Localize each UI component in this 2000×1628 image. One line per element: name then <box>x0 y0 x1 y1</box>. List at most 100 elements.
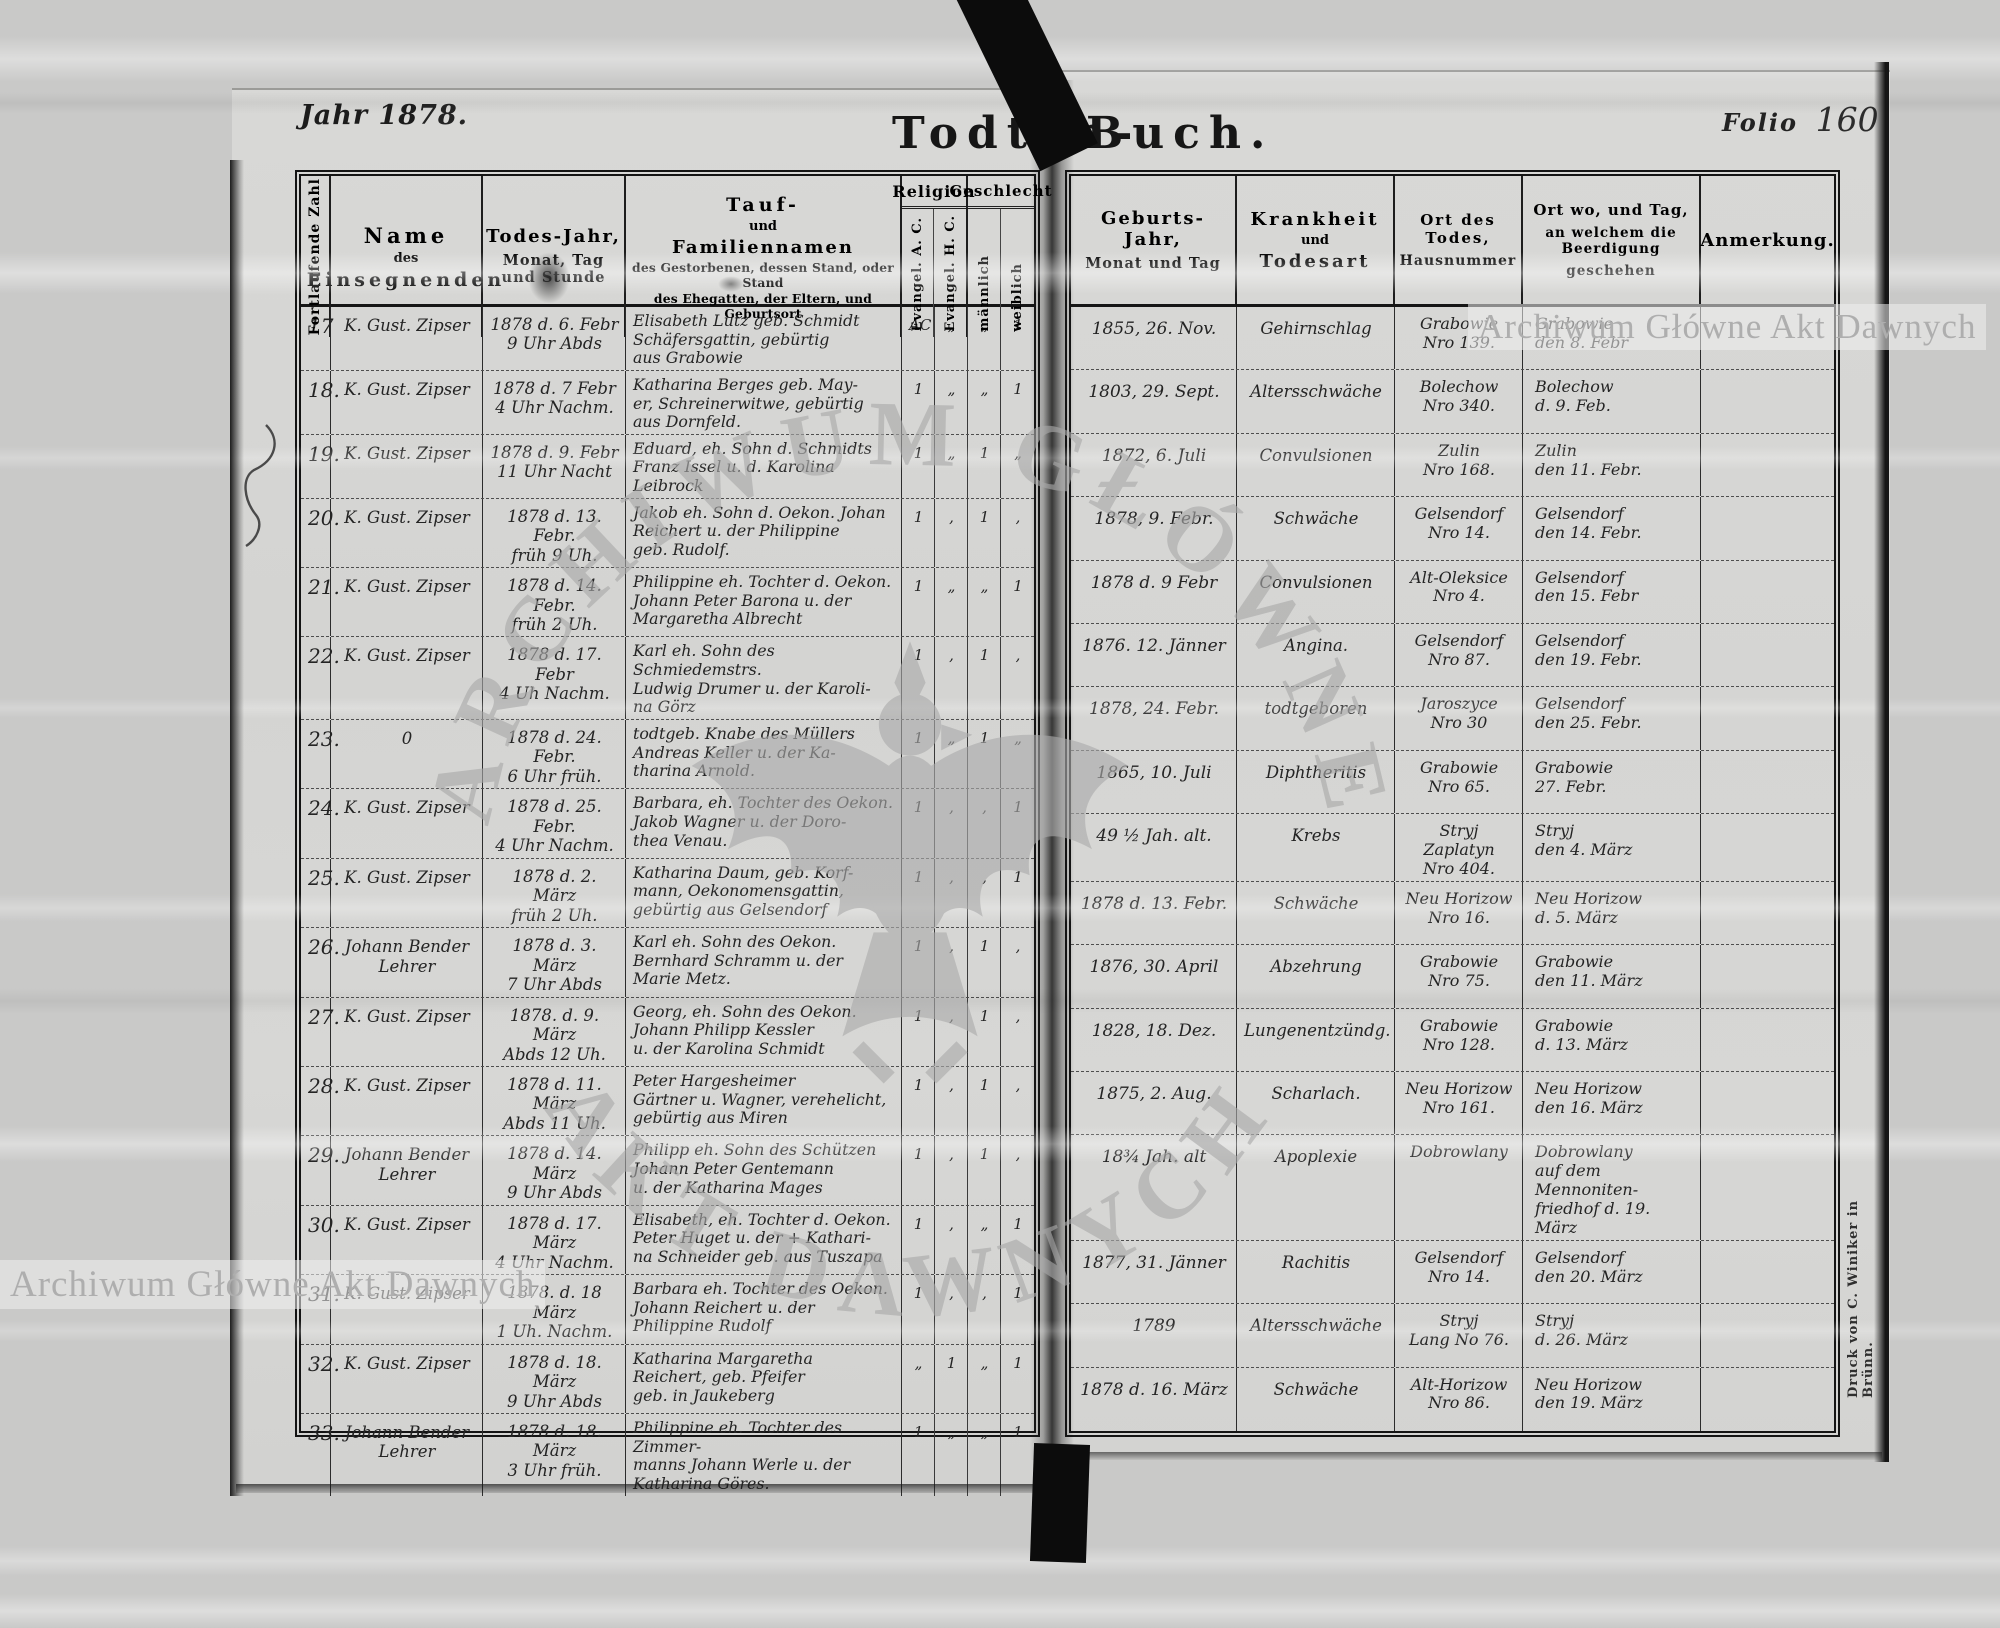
binding-strap-bottom <box>1029 1443 1091 1563</box>
cell-death: 1878 d. 11. März Abds 11 Uh. <box>483 1066 626 1136</box>
header-birth: Geburts-Jahr, Monat und Tag <box>1071 176 1237 304</box>
cell-illness: Schwäche <box>1237 1367 1395 1431</box>
header-illness-2: und <box>1301 232 1329 248</box>
table-row: 1828, 18. Dez. Lungenentzündg. Grabowie Nr… <box>1071 1008 1834 1073</box>
folio-heading: Folio 160 <box>1722 100 1879 139</box>
cell-illness: Convulsionen <box>1237 433 1395 497</box>
cell-person: Philippine eh. Tochter des Zimmer- manns… <box>626 1414 902 1496</box>
cell-hc: „ <box>935 568 968 637</box>
cell-f: , <box>1015 507 1021 526</box>
header-number: Fortlaufende Zahl <box>301 176 331 338</box>
table-row: 28. K. Gust. Zipser 1878 d. 11. März Abds … <box>301 1066 1034 1137</box>
cell-birth: 1877, 31. Jänner <box>1071 1240 1237 1304</box>
cell-person: Katharina Daum, geb. Korf- mann, Oekonom… <box>626 858 902 928</box>
cell-person: Barbara eh. Tochter des Oekon. Johann Re… <box>626 1275 902 1344</box>
cell-birth: 1876. 12. Jänner <box>1071 624 1237 687</box>
table-row: 32. K. Gust. Zipser 1878 d. 18. März 9 Uhr… <box>301 1344 1034 1414</box>
cell-birth: 1872, 6. Juli <box>1071 433 1237 497</box>
table-header-right: Geburts-Jahr, Monat und Tag Krankheit un… <box>1071 176 1834 307</box>
table-header-left: Fortlaufende Zahl Name des Einsegnenden … <box>301 176 1052 338</box>
cell-birth: 1876, 30. April <box>1071 945 1237 1008</box>
cell-burial: Grabowie 27. Febr. <box>1523 750 1701 814</box>
cell-ac: 1 <box>902 1205 935 1275</box>
cell-name: K. Gust. Zipser <box>331 1205 483 1275</box>
cell-name: Johann Bender Lehrer <box>331 1136 483 1205</box>
header-burial-2: an welchem die Beerdigung <box>1545 225 1677 257</box>
cell-death: 1878 d. 18. März 3 Uhr früh. <box>483 1414 626 1496</box>
cell-m: 1 <box>968 637 1001 719</box>
cell-place: Stryj Zaplatyn Nro 404. <box>1395 814 1523 881</box>
cell-person: Philippine eh. Tochter d. Oekon. Johann … <box>626 568 902 637</box>
header-tauf-3: Familiennamen <box>672 236 854 258</box>
header-remark: Anmerkung. <box>1700 176 1835 304</box>
header-burial-1: Ort wo, und Tag, <box>1533 201 1689 219</box>
cell-place: Neu Horizow Nro 16. <box>1395 881 1523 945</box>
table-row: 1865, 10. Juli Diphtheritis Grabowie Nro 6… <box>1071 750 1834 815</box>
cell-m: „ <box>968 307 1001 370</box>
header-religion: Religion <box>892 176 975 209</box>
cell-ac: 1 <box>902 1066 935 1136</box>
cell-birth: 1855, 26. Nov. <box>1071 307 1237 370</box>
header-remark-label: Anmerkung. <box>1700 229 1835 251</box>
header-name: Name des Einsegnenden <box>307 176 501 338</box>
scan-streak <box>0 1546 2000 1576</box>
header-name-3: Einsegnenden <box>306 268 506 291</box>
cell-nr: 33. <box>301 1414 340 1496</box>
cell-place: Neu Horizow Nro 161. <box>1395 1072 1523 1135</box>
header-sex-group: Geschlecht männlich weiblich <box>949 176 1052 338</box>
cell-person: Katharina Berges geb. May- er, Schreiner… <box>626 370 902 434</box>
cell-place: Jaroszyce Nro 30 <box>1395 687 1523 750</box>
cell-birth: 1878, 9. Febr. <box>1071 497 1237 560</box>
cell-person: todtgeb. Knabe des Müllers Andreas Kelle… <box>626 719 902 789</box>
header-sex-male: männlich <box>968 209 1001 338</box>
right-page <box>1048 70 1890 1460</box>
cell-hc: „ <box>935 1414 968 1496</box>
cell-person: Elisabeth, eh. Tochter d. Oekon. Peter H… <box>626 1205 902 1275</box>
table-row: 17 K. Gust. Zipser 1878 d. 6. Febr 9 Uhr A… <box>301 307 1034 371</box>
table-row: 18. K. Gust. Zipser 1878 d. 7 Febr 4 Uhr N… <box>301 370 1034 435</box>
cell-burial: Gelsendorf den 25. Febr. <box>1523 687 1701 750</box>
cell-m: 1 <box>968 1066 1001 1136</box>
header-religion-group: Religion Evangel. A. C. Evangel. H. C. <box>892 176 975 338</box>
cell-place: Grabowie Nro 65. <box>1395 750 1523 814</box>
header-illness: Krankheit und Todesart <box>1237 176 1395 304</box>
cell-person: Philipp eh. Sohn des Schützen Johann Pet… <box>626 1136 902 1205</box>
table-row: 1876. 12. Jänner Angina. Gelsendorf Nro 87… <box>1071 624 1834 688</box>
table-row: 25. K. Gust. Zipser 1878 d. 2. März früh 2… <box>301 858 1034 929</box>
cell-hc: „ <box>935 719 968 789</box>
cell-f: 1 <box>1013 798 1023 817</box>
table-row: 24. K. Gust. Zipser 1878 d. 25. Febr. 4 Uh… <box>301 789 1034 859</box>
header-name-2: des <box>393 250 419 266</box>
cell-hc: , <box>935 498 968 568</box>
header-tauf-2: und <box>749 218 777 234</box>
cell-f: 1 <box>1013 1353 1023 1372</box>
table-row: 1877, 31. Jänner Rachitis Gelsendorf Nro 1… <box>1071 1240 1834 1305</box>
cell-name: K. Gust. Zipser <box>331 498 483 568</box>
cell-illness: Schwäche <box>1237 881 1395 945</box>
cell-nr: 26. <box>301 928 340 997</box>
table-row: 1878, 9. Febr. Schwäche Gelsendorf Nro 14.… <box>1071 497 1834 561</box>
header-religion-ac: Evangel. A. C. <box>902 209 934 338</box>
table-row: 23. 0 1878 d. 24. Febr. 6 Uhr früh. todtgeb… <box>301 719 1034 790</box>
header-death-1: Todes-Jahr, <box>486 226 621 248</box>
cell-remark <box>1701 882 1834 944</box>
cell-burial: Grabowie d. 13. März <box>1523 1008 1701 1072</box>
printer-imprint: Druck von C. Winiker in Brünn. <box>1846 1199 1876 1398</box>
cell-burial: Gelsendorf den 14. Febr. <box>1523 497 1701 560</box>
cell-place: Gelsendorf Nro 14. <box>1395 1240 1523 1304</box>
cell-place: Zulin Nro 168. <box>1395 433 1523 497</box>
cell-remark <box>1701 1241 1834 1303</box>
cell-nr: 17 <box>301 307 333 370</box>
cell-illness: Diphtheritis <box>1237 750 1395 814</box>
cell-ac: 1 <box>902 434 935 498</box>
cell-name: Johann Bender Lehrer <box>331 928 483 997</box>
cell-name: K. Gust. Zipser <box>331 370 483 434</box>
cell-death: 1878 d. 13. Febr. früh 9 Uh. <box>483 498 626 568</box>
header-number-label: Fortlaufende Zahl <box>307 178 323 336</box>
cell-name: K. Gust. Zipser <box>331 307 483 370</box>
cell-birth: 1803, 29. Sept. <box>1071 370 1237 433</box>
cell-m: 1 <box>968 719 1001 789</box>
cell-m: 1 <box>968 498 1001 568</box>
archive-watermark-label-top: Archiwum Główne Akt Dawnych <box>1468 304 1987 350</box>
